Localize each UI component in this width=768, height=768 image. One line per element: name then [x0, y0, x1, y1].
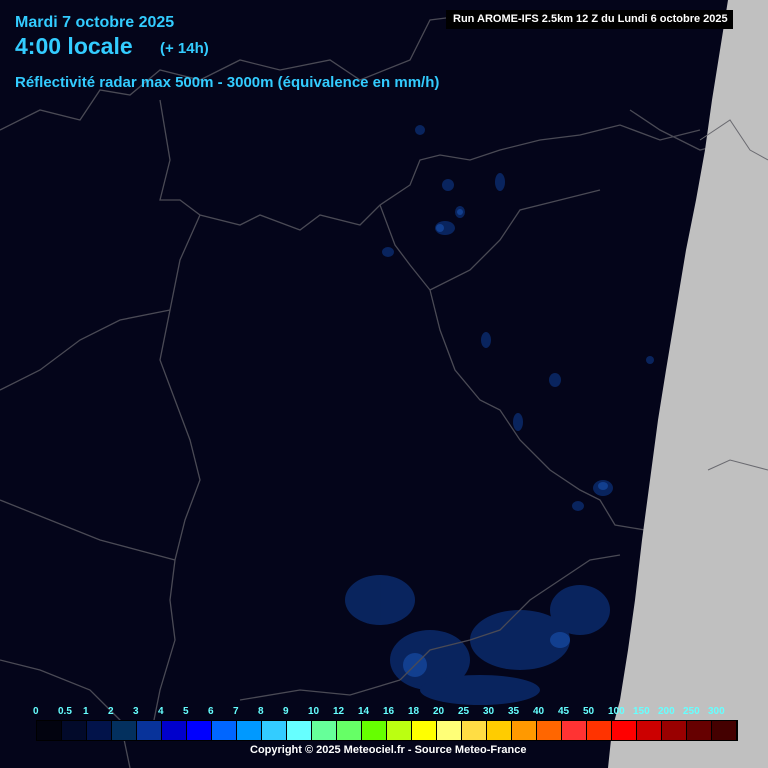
legend-color-scale — [36, 720, 738, 741]
legend-swatch — [662, 721, 687, 740]
legend-swatch — [137, 721, 162, 740]
legend-label: 10 — [308, 706, 320, 717]
legend-label: 150 — [633, 706, 650, 717]
legend-label: 3 — [133, 706, 139, 717]
legend-label: 250 — [683, 706, 700, 717]
legend-swatch — [212, 721, 237, 740]
legend-label: 12 — [333, 706, 345, 717]
legend-swatch — [87, 721, 112, 740]
legend-swatch — [337, 721, 362, 740]
legend-swatch — [37, 721, 62, 740]
legend-swatch — [312, 721, 337, 740]
legend-label: 4 — [158, 706, 164, 717]
legend-label: 300 — [708, 706, 725, 717]
precipitation-areas — [345, 125, 654, 705]
legend-swatch — [387, 721, 412, 740]
legend-swatch — [587, 721, 612, 740]
legend-label: 35 — [508, 706, 520, 717]
legend-swatch — [437, 721, 462, 740]
legend-swatch — [562, 721, 587, 740]
legend-swatch — [487, 721, 512, 740]
legend-swatch — [162, 721, 187, 740]
legend-label: 25 — [458, 706, 470, 717]
legend-label: 9 — [283, 706, 289, 717]
legend-label: 8 — [258, 706, 264, 717]
legend-swatch — [362, 721, 387, 740]
legend-label: 2 — [108, 706, 114, 717]
legend-label: 20 — [433, 706, 445, 717]
forecast-time: 4:00 locale — [15, 33, 133, 59]
legend-label: 5 — [183, 706, 189, 717]
legend-label: 1 — [83, 706, 89, 717]
legend-swatch — [187, 721, 212, 740]
copyright: Copyright © 2025 Meteociel.fr - Source M… — [250, 744, 527, 756]
lead-time: (+ 14h) — [160, 40, 209, 57]
legend-label: 40 — [533, 706, 545, 717]
run-info: Run AROME-IFS 2.5km 12 Z du Lundi 6 octo… — [446, 10, 733, 29]
legend-swatch — [412, 721, 437, 740]
legend-label: 0.5 — [58, 706, 72, 717]
legend-swatch — [512, 721, 537, 740]
legend-swatch — [287, 721, 312, 740]
legend-label: 200 — [658, 706, 675, 717]
legend-label: 6 — [208, 706, 214, 717]
legend-label: 18 — [408, 706, 420, 717]
outside-domain — [608, 0, 768, 768]
legend-swatch — [687, 721, 712, 740]
legend-swatch — [612, 721, 637, 740]
legend-label: 100 — [608, 706, 625, 717]
legend-swatch — [462, 721, 487, 740]
legend-label: 7 — [233, 706, 239, 717]
legend-swatch — [112, 721, 137, 740]
legend-swatch — [537, 721, 562, 740]
legend-swatch — [237, 721, 262, 740]
legend-label: 14 — [358, 706, 370, 717]
forecast-date: Mardi 7 octobre 2025 — [15, 14, 175, 31]
legend-label: 16 — [383, 706, 395, 717]
legend-label: 50 — [583, 706, 595, 717]
legend-label: 30 — [483, 706, 495, 717]
legend-swatch — [262, 721, 287, 740]
legend-label: 45 — [558, 706, 570, 717]
legend-label: 0 — [33, 706, 39, 717]
legend-swatch — [62, 721, 87, 740]
parameter-title: Réflectivité radar max 500m - 3000m (équ… — [15, 74, 440, 91]
legend-swatch — [712, 721, 737, 740]
legend-swatch — [637, 721, 662, 740]
